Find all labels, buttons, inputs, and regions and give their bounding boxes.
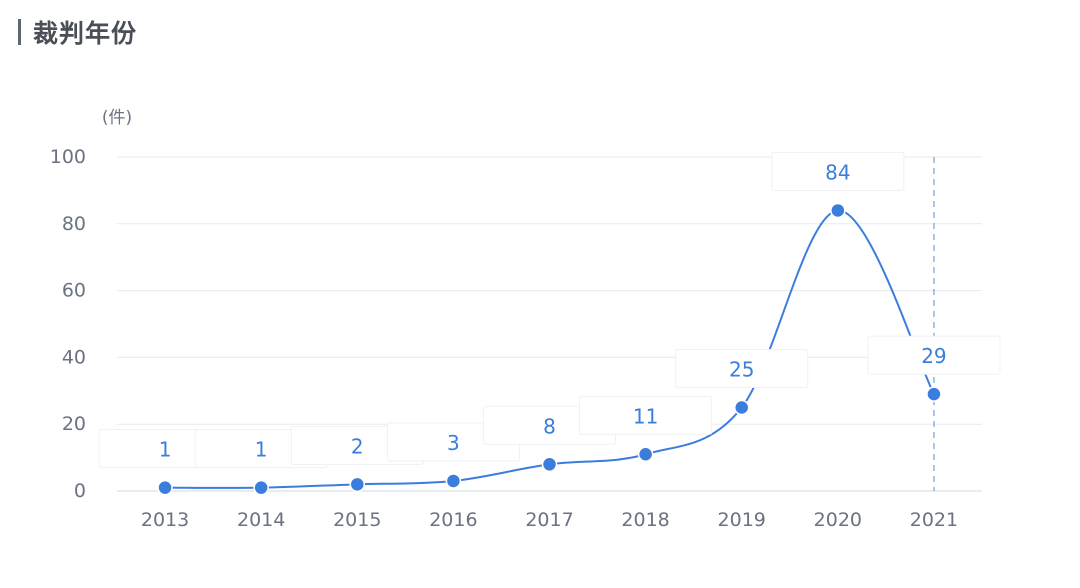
data-label: 3 bbox=[447, 431, 460, 455]
data-point bbox=[926, 386, 942, 402]
y-tick-label: 60 bbox=[62, 280, 86, 302]
data-label: 84 bbox=[825, 160, 850, 184]
data-point bbox=[830, 202, 846, 219]
data-label: 29 bbox=[921, 344, 946, 368]
data-label: 1 bbox=[159, 438, 172, 462]
data-label: 2 bbox=[351, 434, 364, 458]
data-point bbox=[157, 479, 173, 496]
y-tick-label: 100 bbox=[50, 146, 86, 168]
y-axis-unit-label: (件) bbox=[102, 108, 132, 128]
data-label-box bbox=[771, 151, 905, 191]
data-point bbox=[253, 479, 269, 496]
data-label-box bbox=[867, 335, 1001, 375]
data-point bbox=[445, 473, 462, 489]
data-label: 8 bbox=[543, 414, 556, 438]
x-tick-label: 2021 bbox=[910, 509, 958, 531]
section-header: 裁判年份 bbox=[18, 14, 137, 50]
y-tick-label: 20 bbox=[62, 413, 86, 435]
data-label: 11 bbox=[633, 404, 658, 428]
y-tick-label: 40 bbox=[62, 346, 86, 368]
x-tick-label: 2015 bbox=[333, 509, 381, 531]
data-point bbox=[541, 456, 558, 473]
data-label: 25 bbox=[729, 358, 754, 382]
x-tick-label: 2016 bbox=[429, 509, 477, 531]
data-label-box bbox=[675, 349, 809, 388]
title-accent-bar bbox=[18, 19, 21, 45]
data-label-box bbox=[579, 395, 713, 435]
data-point bbox=[637, 446, 654, 463]
data-point bbox=[349, 476, 366, 493]
x-tick-label: 2019 bbox=[718, 509, 766, 531]
y-tick-label: 80 bbox=[62, 213, 86, 235]
y-tick-label: 0 bbox=[74, 480, 86, 502]
x-tick-label: 2020 bbox=[814, 509, 862, 531]
data-label: 1 bbox=[255, 438, 268, 462]
x-tick-label: 2017 bbox=[525, 509, 573, 531]
x-tick-label: 2018 bbox=[621, 509, 669, 531]
data-point bbox=[733, 399, 750, 416]
x-tick-label: 2014 bbox=[237, 509, 285, 531]
x-tick-label: 2013 bbox=[141, 509, 189, 531]
page-title: 裁判年份 bbox=[33, 19, 138, 48]
